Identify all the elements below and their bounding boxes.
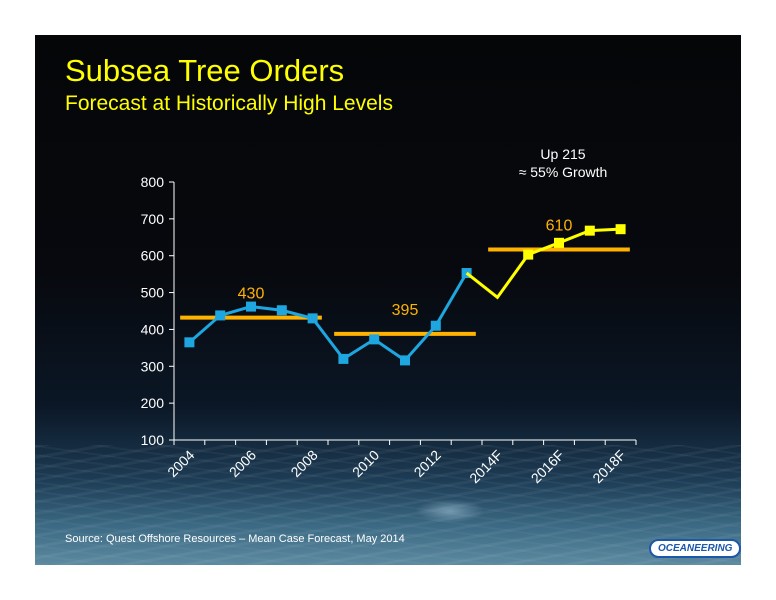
average-label: 610	[546, 217, 573, 234]
slide-title: Subsea Tree Orders	[65, 53, 345, 88]
data-point	[338, 353, 349, 364]
y-tick-label: 400	[141, 321, 165, 337]
y-tick-label: 800	[141, 174, 165, 190]
water-surface-background	[35, 445, 741, 565]
average-label: 395	[392, 302, 419, 319]
data-point	[400, 355, 410, 366]
data-point	[307, 313, 318, 324]
y-tick-label: 700	[141, 211, 165, 227]
slide-subtitle: Forecast at Historically High Levels	[65, 92, 393, 115]
y-tick-label: 300	[141, 358, 165, 374]
y-tick-label: 200	[141, 395, 165, 411]
source-note: Source: Quest Offshore Resources – Mean …	[65, 533, 405, 545]
y-tick-label: 100	[141, 432, 165, 448]
x-tick-label: 2004	[164, 447, 197, 480]
callout-line-2: ≈ 55% Growth	[518, 164, 608, 180]
x-tick-label: 2014F	[466, 447, 505, 486]
forecast-series-line	[465, 227, 621, 300]
data-point	[554, 237, 564, 248]
data-point	[369, 334, 380, 345]
growth-callout: Up 215 ≈ 55% Growth	[495, 145, 631, 181]
y-tick-label: 500	[141, 285, 165, 301]
data-point	[430, 320, 441, 331]
x-tick-label: 2012	[411, 447, 444, 480]
data-point	[615, 224, 626, 235]
light-reflection	[415, 499, 485, 523]
x-tick-label: 2016F	[528, 447, 567, 486]
average-label: 430	[238, 286, 265, 303]
data-point	[215, 310, 226, 321]
data-point	[276, 305, 287, 316]
data-point	[184, 337, 195, 348]
x-tick-label: 2008	[287, 447, 320, 480]
x-tick-label: 2006	[226, 447, 259, 480]
data-point	[246, 301, 256, 312]
slide: Subsea Tree Orders Forecast at Historica…	[35, 35, 741, 565]
callout-line-1: Up 215	[540, 146, 586, 162]
x-tick-label: 2010	[349, 447, 382, 480]
x-tick-label: 2018F	[589, 447, 628, 486]
data-point	[584, 225, 595, 236]
data-point	[523, 249, 534, 260]
y-tick-label: 600	[141, 248, 165, 264]
historical-series-line	[188, 272, 468, 363]
oceaneering-logo: OCEANEERING	[649, 539, 741, 558]
line-chart: 100 200 300 400 500 600 700 800 2004 2006 2008 2010…	[141, 174, 637, 486]
